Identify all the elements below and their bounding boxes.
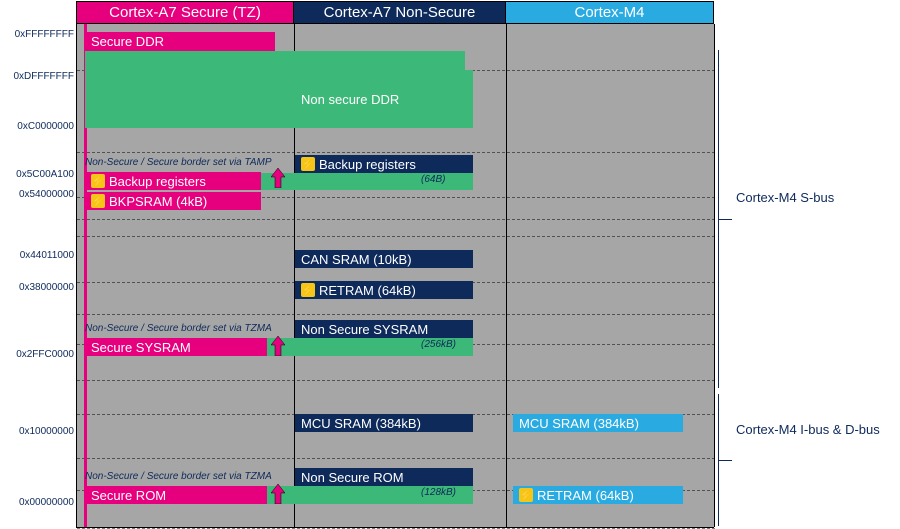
arrow-up-icon [271, 336, 285, 356]
backup-icon: ⚡ [301, 157, 315, 171]
memory-region: MCU SRAM (384kB) [513, 414, 683, 432]
memory-region: CAN SRAM (10kB) [295, 250, 473, 268]
region-label: Secure SYSRAM [91, 340, 191, 355]
region-label: Backup registers [109, 174, 206, 189]
memory-region: Non Secure ROM [295, 468, 473, 486]
memory-region: ⚡ BKPSRAM (4kB) [85, 192, 261, 210]
memory-address: 0xFFFFFFFF [0, 29, 74, 40]
column-header: Cortex-A7 Secure (TZ) [76, 1, 294, 24]
column-header: Cortex-A7 Non-Secure [294, 1, 506, 24]
border-note: Non-Secure / Secure border set via TZMA [85, 471, 272, 482]
memory-address: 0x5C00A100 [0, 169, 74, 180]
memory-region: Non secure DDR [295, 70, 473, 128]
memory-region: Secure ROM [85, 486, 267, 504]
arrow-up-icon [271, 484, 285, 504]
region-label: Backup registers [319, 157, 416, 172]
column-header: Cortex-M4 [506, 1, 714, 24]
region-label: Secure DDR [91, 34, 164, 49]
region-label: RETRAM (64kB) [319, 283, 416, 298]
memory-region: MCU SRAM (384kB) [295, 414, 473, 432]
memory-region: ⚡ RETRAM (64kB) [295, 281, 473, 299]
memory-region: Non Secure SYSRAM [295, 320, 473, 338]
memory-region: ⚡ Backup registers [295, 155, 473, 173]
arrow-up-icon [271, 168, 285, 188]
memory-address: 0x44011000 [0, 250, 74, 261]
backup-icon: ⚡ [91, 174, 105, 188]
memory-address: 0xC0000000 [0, 121, 74, 132]
backup-icon: ⚡ [519, 488, 533, 502]
backup-icon: ⚡ [301, 283, 315, 297]
region-label: Non secure DDR [301, 92, 399, 107]
border-note: Non-Secure / Secure border set via TAMP [85, 157, 272, 168]
region-label: Non Secure SYSRAM [301, 322, 428, 337]
region-label: Non Secure ROM [301, 470, 404, 485]
region-label: MCU SRAM (384kB) [301, 416, 421, 431]
memory-address: 0x10000000 [0, 426, 74, 437]
memory-region: ⚡ Backup registers [85, 172, 261, 190]
memory-address: 0x2FFC0000 [0, 349, 74, 360]
memory-address: 0x38000000 [0, 282, 74, 293]
region-label: RETRAM (64kB) [537, 488, 634, 503]
region-label: MCU SRAM (384kB) [519, 416, 639, 431]
region-label: Secure ROM [91, 488, 166, 503]
memory-address: 0x00000000 [0, 497, 74, 508]
region-label: CAN SRAM (10kB) [301, 252, 412, 267]
annotation-idbus: Cortex-M4 I-bus & D-bus [736, 422, 880, 437]
annotation-sbus: Cortex-M4 S-bus [736, 190, 834, 205]
backup-icon: ⚡ [91, 194, 105, 208]
region-label: BKPSRAM (4kB) [109, 194, 207, 209]
memory-address: 0x54000000 [0, 189, 74, 200]
memory-region: ⚡ RETRAM (64kB) [513, 486, 683, 504]
memory-region: Secure SYSRAM [85, 338, 267, 356]
memory-address: 0xDFFFFFFF [0, 71, 74, 82]
border-note: Non-Secure / Secure border set via TZMA [85, 323, 272, 334]
memory-region: Secure DDR [85, 32, 275, 51]
